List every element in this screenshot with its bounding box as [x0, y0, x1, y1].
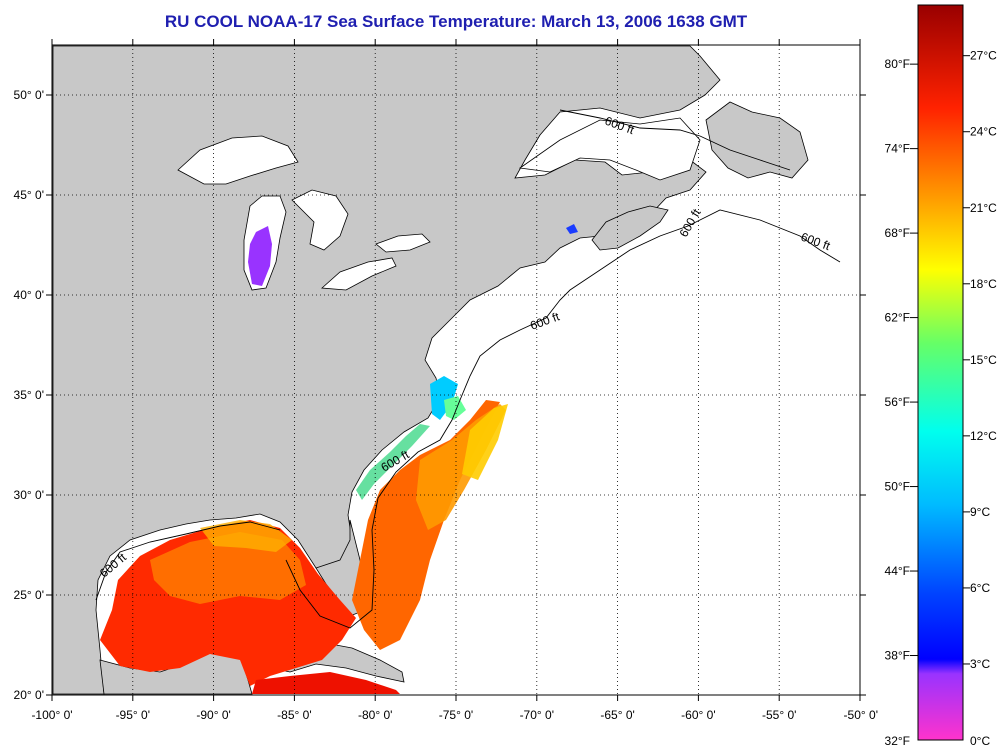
lat-label: 35° 0': [14, 388, 44, 402]
cb-c-label: 9°C: [970, 505, 990, 519]
lat-label: 45° 0': [14, 188, 44, 202]
lon-label: -55° 0': [762, 708, 796, 722]
cb-c-label: 21°C: [970, 201, 997, 215]
cb-c-label: 6°C: [970, 581, 990, 595]
map-title: RU COOL NOAA-17 Sea Surface Temperature:…: [164, 12, 748, 31]
cb-f-label: 80°F: [885, 57, 910, 71]
cb-f-label: 74°F: [885, 142, 910, 156]
lake-superior: [177, 135, 299, 185]
isobath-600ft-north: [559, 109, 791, 171]
sst-caribbean: [252, 672, 400, 694]
lake-ontario: [375, 233, 431, 253]
land-nova-scotia: [591, 205, 669, 251]
lon-label: -65° 0': [600, 708, 634, 722]
lon-label: -60° 0': [681, 708, 715, 722]
lat-label: 40° 0': [14, 288, 44, 302]
colorbar-celsius-labels: 27°C 24°C 21°C 18°C 15°C 12°C 9°C 6°C 3°C 0°C: [963, 49, 997, 748]
land-newfoundland: [705, 101, 809, 179]
lon-label: -50° 0': [844, 708, 878, 722]
lon-label: -75° 0': [439, 708, 473, 722]
cb-c-label: 12°C: [970, 429, 997, 443]
sst-maine-blue: [566, 224, 578, 234]
cb-f-label: 68°F: [885, 226, 910, 240]
lake-huron: [291, 189, 349, 251]
colorbar-fahrenheit-labels: 80°F 74°F 68°F 62°F 56°F 50°F 44°F 38°F 32°F: [885, 57, 918, 748]
cb-f-label: 62°F: [885, 311, 910, 325]
cb-c-label: 15°C: [970, 353, 997, 367]
cb-c-label: 0°C: [970, 734, 990, 748]
lake-erie: [321, 257, 397, 291]
great-lakes: [177, 135, 431, 291]
graticule: [46, 39, 866, 701]
lon-label: -80° 0': [358, 708, 392, 722]
sst-gulf-yellow: [200, 520, 292, 552]
cb-f-label: 44°F: [885, 564, 910, 578]
cb-f-label: 38°F: [885, 649, 910, 663]
land-north-america: [52, 45, 721, 695]
lon-label: -90° 0': [196, 708, 230, 722]
isobath-600ft: [95, 209, 841, 629]
colorbar: [917, 4, 964, 741]
lat-label: 25° 0': [14, 588, 44, 602]
lon-label: -100° 0': [31, 708, 72, 722]
cb-f-label: 32°F: [885, 734, 910, 748]
lat-label: 50° 0': [14, 88, 44, 102]
lat-label: 30° 0': [14, 488, 44, 502]
cb-c-label: 27°C: [970, 49, 997, 63]
latitude-labels: 50° 0' 45° 0' 40° 0' 35° 0' 30° 0' 25° 0' 20° …: [14, 88, 44, 702]
sst-atlantic-yellow: [462, 404, 508, 480]
lat-label: 20° 0': [14, 688, 44, 702]
lon-label: -85° 0': [277, 708, 311, 722]
cb-f-label: 50°F: [885, 480, 910, 494]
cb-c-label: 24°C: [970, 125, 997, 139]
lon-label: -70° 0': [520, 708, 554, 722]
cb-c-label: 3°C: [970, 657, 990, 671]
cb-f-label: 56°F: [885, 395, 910, 409]
gulf-of-st-lawrence: [518, 117, 701, 181]
lon-label: -95° 0': [116, 708, 150, 722]
longitude-labels: -100° 0' -95° 0' -90° 0' -85° 0' -80° 0' -75°…: [31, 708, 878, 722]
sst-field: [100, 224, 578, 694]
sst-shelf-cool: [356, 424, 430, 500]
sst-hatteras-cyan: [430, 376, 458, 420]
lake-michigan-sst: [248, 226, 272, 286]
cb-c-label: 18°C: [970, 277, 997, 291]
sst-hatteras-green: [444, 396, 466, 420]
